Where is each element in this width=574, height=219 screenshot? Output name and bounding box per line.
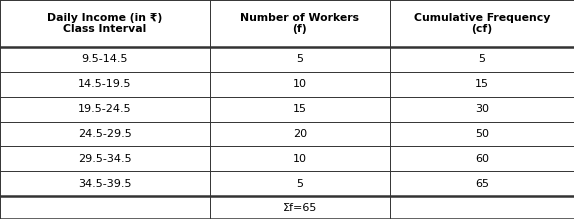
Text: 15: 15: [475, 79, 489, 89]
Text: 10: 10: [293, 154, 307, 164]
Text: Σf=65: Σf=65: [283, 203, 317, 212]
Text: Cumulative Frequency: Cumulative Frequency: [414, 13, 550, 23]
Text: 5: 5: [296, 55, 304, 64]
Text: 5: 5: [479, 55, 486, 64]
Text: Daily Income (in ₹): Daily Income (in ₹): [47, 13, 162, 23]
Text: 19.5-24.5: 19.5-24.5: [78, 104, 131, 114]
Text: 34.5-39.5: 34.5-39.5: [78, 179, 131, 189]
Text: 50: 50: [475, 129, 489, 139]
Text: 60: 60: [475, 154, 489, 164]
Text: 24.5-29.5: 24.5-29.5: [78, 129, 131, 139]
Text: 10: 10: [293, 79, 307, 89]
Text: 29.5-34.5: 29.5-34.5: [78, 154, 131, 164]
Text: (f): (f): [293, 24, 307, 34]
Text: 5: 5: [296, 179, 304, 189]
Text: 65: 65: [475, 179, 489, 189]
Text: 14.5-19.5: 14.5-19.5: [78, 79, 131, 89]
Text: 30: 30: [475, 104, 489, 114]
Text: Class Interval: Class Interval: [63, 24, 146, 34]
Text: 9.5-14.5: 9.5-14.5: [82, 55, 128, 64]
Text: (cf): (cf): [472, 24, 492, 34]
Text: 20: 20: [293, 129, 307, 139]
Text: 15: 15: [293, 104, 307, 114]
Text: Number of Workers: Number of Workers: [241, 13, 359, 23]
